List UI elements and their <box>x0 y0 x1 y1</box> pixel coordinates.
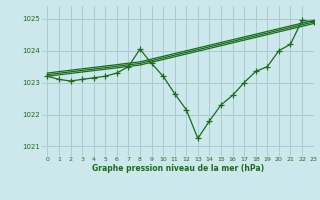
X-axis label: Graphe pression niveau de la mer (hPa): Graphe pression niveau de la mer (hPa) <box>92 164 264 173</box>
